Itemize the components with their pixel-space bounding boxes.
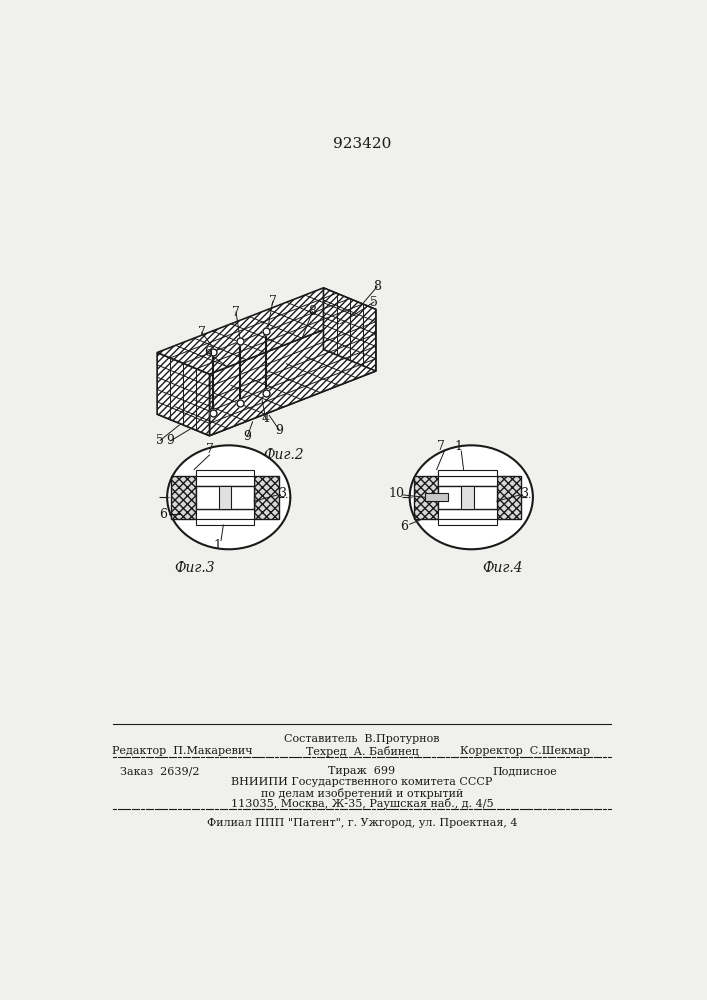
Bar: [425, 493, 448, 501]
Text: Техред  А. Бабинец: Техред А. Бабинец: [305, 746, 419, 757]
Bar: [438, 476, 497, 486]
Text: 6: 6: [400, 520, 409, 533]
Text: 1: 1: [454, 440, 462, 453]
Text: Фиг.4: Фиг.4: [481, 561, 522, 575]
Text: 7: 7: [198, 326, 206, 339]
Text: Подписное: Подписное: [493, 766, 558, 776]
Text: 10: 10: [389, 487, 404, 500]
Text: 7: 7: [269, 295, 276, 308]
Text: 7: 7: [206, 443, 214, 456]
Text: ВНИИПИ Государственного комитета СССР: ВНИИПИ Государственного комитета СССР: [231, 777, 493, 787]
Text: 7: 7: [436, 440, 445, 453]
Ellipse shape: [167, 445, 291, 549]
Bar: [196, 519, 254, 525]
Bar: [218, 486, 231, 509]
Bar: [196, 509, 254, 519]
Text: Фиг.2: Фиг.2: [263, 448, 303, 462]
Text: 7: 7: [232, 306, 240, 319]
Polygon shape: [157, 288, 376, 374]
Ellipse shape: [409, 445, 533, 549]
Text: 8: 8: [373, 280, 381, 293]
Text: Корректор  С.Шекмар: Корректор С.Шекмар: [460, 746, 590, 756]
Text: Филиал ППП "Патент", г. Ужгород, ул. Проектная, 4: Филиал ППП "Патент", г. Ужгород, ул. Про…: [206, 818, 518, 828]
Bar: [196, 476, 254, 486]
Text: Заказ  2639/2: Заказ 2639/2: [119, 766, 199, 776]
Text: 9: 9: [275, 424, 284, 437]
Text: 4: 4: [262, 412, 270, 425]
Bar: [196, 486, 254, 509]
Text: Составитель  В.Протурнов: Составитель В.Протурнов: [284, 734, 440, 744]
Text: 9: 9: [243, 430, 251, 443]
Bar: [497, 476, 521, 519]
Text: 3: 3: [279, 487, 286, 500]
Text: 3: 3: [521, 487, 530, 500]
Bar: [438, 519, 497, 525]
Bar: [171, 476, 196, 519]
Text: 6: 6: [159, 508, 168, 521]
Text: Редактор  П.Макаревич: Редактор П.Макаревич: [112, 746, 253, 756]
Polygon shape: [157, 353, 209, 436]
Text: 9: 9: [167, 434, 175, 447]
Bar: [414, 476, 438, 519]
Text: 1: 1: [214, 539, 221, 552]
Text: 5: 5: [370, 296, 378, 309]
Polygon shape: [324, 288, 376, 371]
Text: Фиг.3: Фиг.3: [174, 561, 214, 575]
Bar: [196, 470, 254, 476]
Polygon shape: [209, 309, 376, 436]
Text: по делам изобретений и открытий: по делам изобретений и открытий: [261, 788, 463, 799]
Bar: [438, 470, 497, 476]
Text: 113035, Москва, Ж-35, Раушская наб., д. 4/5: 113035, Москва, Ж-35, Раушская наб., д. …: [230, 798, 493, 809]
Text: 923420: 923420: [333, 137, 391, 151]
Polygon shape: [157, 349, 376, 436]
Text: 6: 6: [204, 346, 212, 359]
Text: 5: 5: [156, 434, 164, 447]
Bar: [461, 486, 474, 509]
Bar: [438, 509, 497, 519]
Bar: [438, 486, 497, 509]
Text: 8: 8: [308, 305, 317, 318]
Bar: [254, 476, 279, 519]
Text: Тираж  699: Тираж 699: [328, 766, 395, 776]
